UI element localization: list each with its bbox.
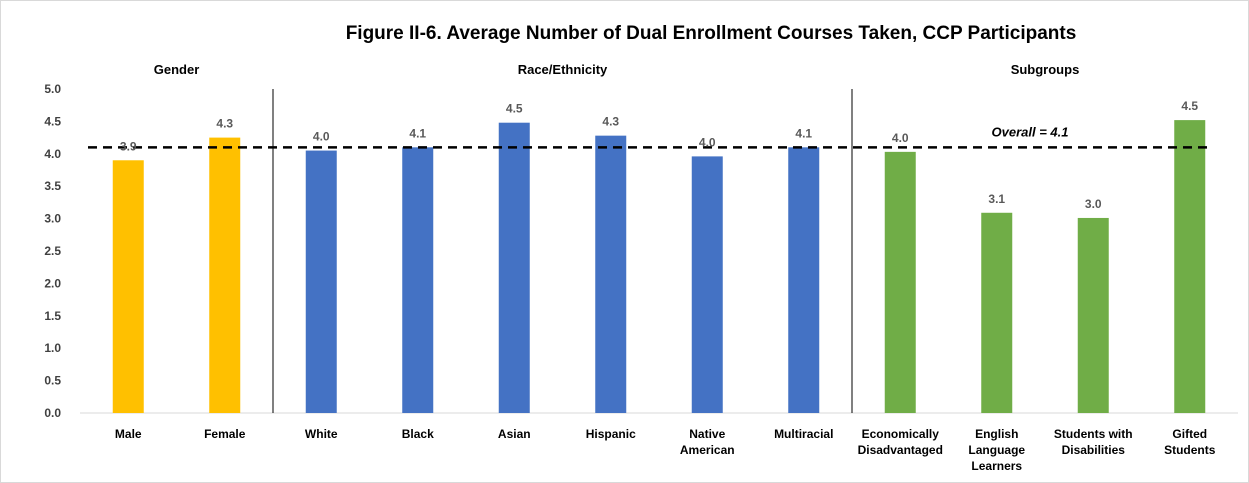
data-label: 4.1 bbox=[409, 126, 426, 140]
y-tick-label: 2.5 bbox=[44, 244, 61, 258]
data-labels: 3.9 4.3 4.0 4.1 4.5 4.3 4.0 4.1 4.0 3.1 3.0 4.5 bbox=[120, 99, 1199, 211]
x-tick-label-line: American bbox=[680, 443, 735, 457]
x-tick-label: Female bbox=[204, 427, 246, 441]
x-tick-label-line: Students bbox=[1164, 443, 1216, 457]
data-label: 4.3 bbox=[216, 117, 233, 131]
data-label: 3.0 bbox=[1085, 197, 1102, 211]
group-labels: Gender Race/Ethnicity Subgroups bbox=[154, 62, 1080, 77]
x-tick-label-line: Male bbox=[115, 427, 142, 441]
x-tick-label: White bbox=[305, 427, 338, 441]
x-tick-label-line: Learners bbox=[971, 459, 1022, 473]
overall-label: Overall = 4.1 bbox=[992, 124, 1069, 139]
data-label: 4.0 bbox=[892, 131, 909, 145]
x-tick-label-line: Language bbox=[968, 443, 1025, 457]
x-tick-label: Multiracial bbox=[774, 427, 833, 441]
data-label: 3.1 bbox=[988, 192, 1005, 206]
bar bbox=[305, 150, 337, 413]
bar bbox=[209, 137, 241, 413]
bar bbox=[1077, 217, 1109, 413]
bar bbox=[595, 135, 627, 413]
bars bbox=[112, 120, 1206, 414]
chart-title: Figure II-6. Average Number of Dual Enro… bbox=[346, 23, 1077, 44]
bar bbox=[884, 151, 916, 413]
bar bbox=[981, 212, 1013, 413]
y-tick-label: 4.0 bbox=[44, 147, 61, 161]
y-axis: 0.0 0.5 1.0 1.5 2.0 2.5 3.0 3.5 4.0 4.5 5.0 bbox=[44, 82, 1238, 420]
x-tick-label: Hispanic bbox=[586, 427, 636, 441]
overall-reference-line: Overall = 4.1 bbox=[88, 124, 1208, 149]
x-tick-label-line: Black bbox=[402, 427, 434, 441]
group-label: Gender bbox=[154, 62, 200, 77]
x-tick-label: Gifted Students bbox=[1164, 427, 1216, 457]
data-label: 4.5 bbox=[1181, 99, 1198, 113]
data-label: 4.1 bbox=[795, 126, 812, 140]
x-tick-label-line: Native bbox=[689, 427, 725, 441]
x-tick-label: Students with Disabilities bbox=[1054, 427, 1133, 457]
x-tick-label: Black bbox=[402, 427, 434, 441]
bar bbox=[788, 147, 820, 413]
bar bbox=[1174, 120, 1206, 413]
data-label: 4.3 bbox=[602, 115, 619, 129]
x-tick-label-line: Female bbox=[204, 427, 246, 441]
x-tick-label: Asian bbox=[498, 427, 531, 441]
y-tick-label: 1.0 bbox=[44, 341, 61, 355]
x-tick-label: Economically Disadvantaged bbox=[858, 427, 943, 457]
y-tick-label: 2.0 bbox=[44, 276, 61, 290]
y-tick-label: 5.0 bbox=[44, 82, 61, 96]
x-tick-label: Male bbox=[115, 427, 142, 441]
x-tick-label-line: Economically bbox=[862, 427, 940, 441]
group-label: Subgroups bbox=[1011, 62, 1080, 77]
x-tick-label-line: Hispanic bbox=[586, 427, 636, 441]
x-tick-label-line: Asian bbox=[498, 427, 531, 441]
group-label: Race/Ethnicity bbox=[518, 62, 608, 77]
y-tick-label: 3.5 bbox=[44, 179, 61, 193]
y-tick-label: 0.0 bbox=[44, 406, 61, 420]
data-label: 4.5 bbox=[506, 102, 523, 116]
bar bbox=[691, 156, 723, 413]
x-tick-label: English Language Learners bbox=[968, 427, 1025, 473]
data-label: 4.0 bbox=[313, 130, 330, 144]
x-axis-categories: Male Female White Black Asian Hispanic Native A… bbox=[115, 427, 1216, 473]
bar bbox=[498, 122, 530, 414]
x-tick-label-line: Students with bbox=[1054, 427, 1133, 441]
y-tick-label: 3.0 bbox=[44, 212, 61, 226]
data-label: 4.0 bbox=[699, 135, 716, 149]
x-tick-label-line: Multiracial bbox=[774, 427, 833, 441]
y-tick-label: 1.5 bbox=[44, 309, 61, 323]
x-tick-label-line: Disadvantaged bbox=[858, 443, 943, 457]
x-tick-label-line: English bbox=[975, 427, 1018, 441]
x-tick-label: Native American bbox=[680, 427, 735, 457]
y-tick-label: 4.5 bbox=[44, 114, 61, 128]
y-tick-label: 0.5 bbox=[44, 374, 61, 388]
bar bbox=[402, 147, 434, 413]
x-tick-label-line: Disabilities bbox=[1062, 443, 1126, 457]
x-tick-label-line: Gifted bbox=[1172, 427, 1207, 441]
group-dividers bbox=[272, 89, 853, 413]
bar bbox=[112, 160, 144, 413]
data-label: 3.9 bbox=[120, 139, 137, 153]
x-tick-label-line: White bbox=[305, 427, 338, 441]
